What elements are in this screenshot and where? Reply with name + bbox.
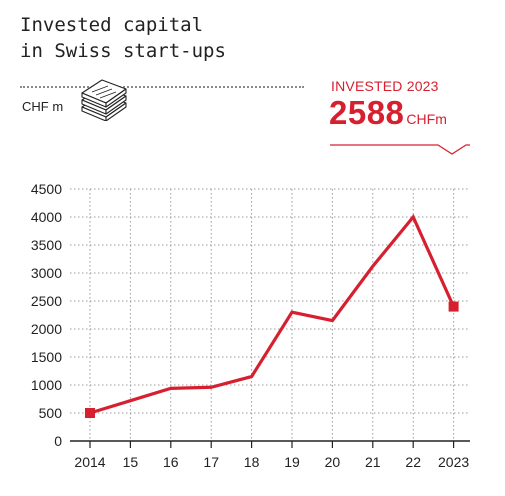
chart-title: Invested capital in Swiss start-ups	[20, 12, 226, 64]
y-tick-label: 4000	[31, 209, 62, 225]
y-tick-label: 2500	[31, 293, 62, 309]
y-tick-label: 1500	[31, 349, 62, 365]
x-tick-label: 19	[284, 454, 300, 470]
y-tick-label: 1000	[31, 377, 62, 393]
y-tick-label: 0	[54, 433, 62, 449]
x-tick-label: 17	[203, 454, 219, 470]
y-tick-label: 500	[39, 405, 63, 421]
kpi-label: INVESTED 2023	[331, 78, 439, 94]
header-divider	[20, 86, 304, 88]
y-tick-label: 3500	[31, 237, 62, 253]
kpi-unit: CHFm	[406, 111, 447, 127]
kpi-pointer-line	[330, 144, 470, 155]
x-tick-label: 2023	[438, 454, 469, 470]
x-tick-label: 21	[365, 454, 381, 470]
kpi-number: 2588	[329, 94, 405, 131]
x-tick-label: 22	[405, 454, 421, 470]
kpi-value: 2588 CHFm	[329, 94, 447, 132]
x-tick-label: 16	[163, 454, 179, 470]
money-stack-icon	[81, 79, 127, 121]
x-tick-label: 20	[325, 454, 341, 470]
title-line-1: Invested capital	[20, 14, 204, 36]
marker-first-point	[85, 408, 95, 418]
y-tick-label: 4500	[31, 181, 62, 197]
series-line	[89, 213, 456, 415]
x-tick-label: 15	[123, 454, 139, 470]
title-line-2: in Swiss start-ups	[20, 40, 226, 62]
y-tick-label: 2000	[31, 321, 62, 337]
x-tick-label: 2014	[74, 454, 105, 470]
marker-last-point	[448, 301, 459, 312]
unit-label: CHF m	[22, 99, 64, 114]
y-tick-label: 3000	[31, 265, 62, 281]
x-tick-label: 18	[244, 454, 260, 470]
line-chart: 0 500 1000 1500 2000 2500 3000 3500 4000 4500 2014…	[31, 181, 470, 470]
